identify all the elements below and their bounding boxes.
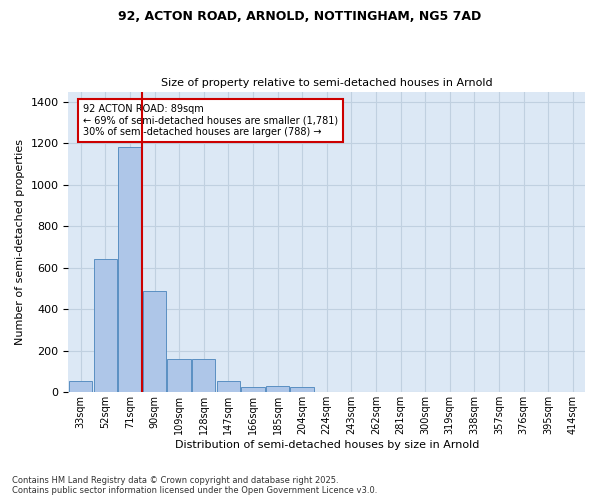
Text: Contains HM Land Registry data © Crown copyright and database right 2025.
Contai: Contains HM Land Registry data © Crown c… <box>12 476 377 495</box>
Bar <box>217 381 240 392</box>
Bar <box>266 386 289 392</box>
Text: 92 ACTON ROAD: 89sqm
← 69% of semi-detached houses are smaller (1,781)
30% of se: 92 ACTON ROAD: 89sqm ← 69% of semi-detac… <box>83 104 338 137</box>
Y-axis label: Number of semi-detached properties: Number of semi-detached properties <box>15 139 25 345</box>
Bar <box>143 290 166 392</box>
Bar <box>94 258 117 392</box>
Bar <box>241 387 265 392</box>
Bar <box>167 359 191 392</box>
Bar <box>69 381 92 392</box>
Bar <box>290 387 314 392</box>
Title: Size of property relative to semi-detached houses in Arnold: Size of property relative to semi-detach… <box>161 78 493 88</box>
Bar <box>192 359 215 392</box>
X-axis label: Distribution of semi-detached houses by size in Arnold: Distribution of semi-detached houses by … <box>175 440 479 450</box>
Bar <box>118 146 142 392</box>
Text: 92, ACTON ROAD, ARNOLD, NOTTINGHAM, NG5 7AD: 92, ACTON ROAD, ARNOLD, NOTTINGHAM, NG5 … <box>118 10 482 23</box>
